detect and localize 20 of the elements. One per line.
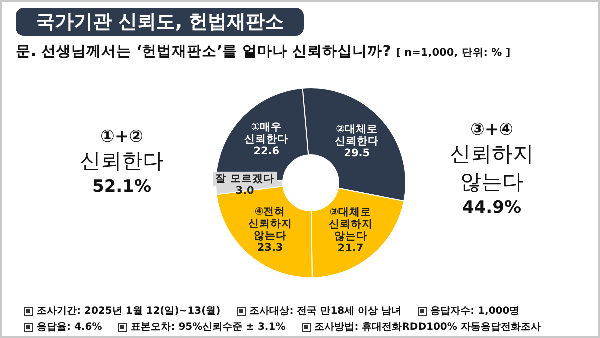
text: 표본오차: 95%신뢰수준 ± 3.1% [130,321,286,334]
data-label: 29.5 [344,148,370,160]
chart-title: 국가기관 신뢰도, 헌법재판소 [16,8,304,36]
slice-label: ③대체로 신뢰하지 않는다 [328,206,373,243]
text: 조사기간: 2025년 1월 12(일)~13(월) [36,305,221,318]
text: ①+② 신뢰한다 52.1% [79,127,165,197]
data-label: 22.6 [254,146,280,158]
text: [ n=1,000, 단위: % ] [396,47,511,59]
text: 조사방법: 휴대전화RDD100% 자동응답전화조사 [314,321,541,334]
text: 응답율: 4.6% [36,321,102,334]
data-label: 21.7 [338,242,364,255]
slice-label: ②대체로 신뢰한다 [335,124,380,148]
slice-label: ①매우 신뢰한다 [244,122,289,146]
slice-label: ④전혀 신뢰하지 않는다 [248,206,292,242]
chart-subtitle: 문. 선생님께서는 ‘헌법재판소’를 얼마나 신뢰하십니까? [16,44,392,60]
slice-label: 잘 모르겠다 [216,172,274,185]
data-label: 23.3 [257,242,284,254]
text: ③+④ 신뢰하지 않는다 44.9% [449,120,535,218]
text: 응답자수: 1,000명 [430,305,520,318]
text: 조사대상: 전국 만18세 이상 남녀 [248,305,402,318]
